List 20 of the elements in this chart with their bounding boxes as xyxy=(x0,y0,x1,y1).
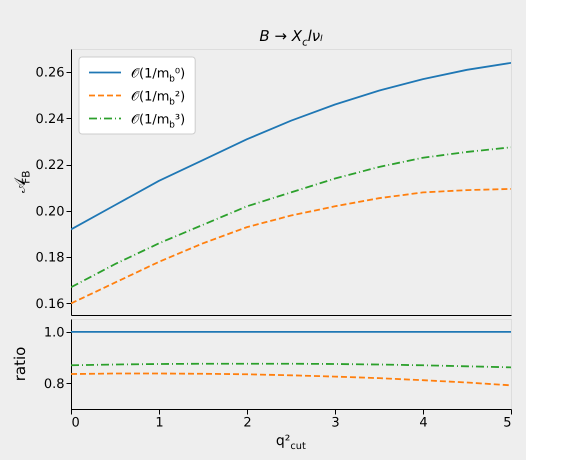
y-tick-label: 1.0 xyxy=(44,325,64,340)
y-tick-label: 0.16 xyxy=(36,296,64,312)
line-series xyxy=(71,188,511,304)
y-tick-label: 0.22 xyxy=(36,158,64,174)
x-tick-label: 3 xyxy=(331,416,340,430)
x-tick-label: 5 xyxy=(503,416,512,430)
x-tick-label: 4 xyxy=(419,416,428,430)
x-tick-label: 1 xyxy=(155,416,164,430)
line-series xyxy=(71,146,511,288)
line-series xyxy=(71,372,511,386)
y-tick-label: 0.8 xyxy=(44,376,64,392)
y-tick-label: 0.18 xyxy=(36,250,64,266)
y-tick-label: 0.20 xyxy=(36,204,64,220)
x-tick-label: 0 xyxy=(72,416,80,430)
x-tick-label: 2 xyxy=(243,416,252,430)
y-axis-title: ratio xyxy=(11,346,29,382)
line-series xyxy=(71,62,511,230)
y-tick-label: 0.24 xyxy=(36,112,64,127)
y-tick-label: 0.26 xyxy=(36,66,64,81)
y-axis-title: 𝒜FB xyxy=(11,170,32,193)
